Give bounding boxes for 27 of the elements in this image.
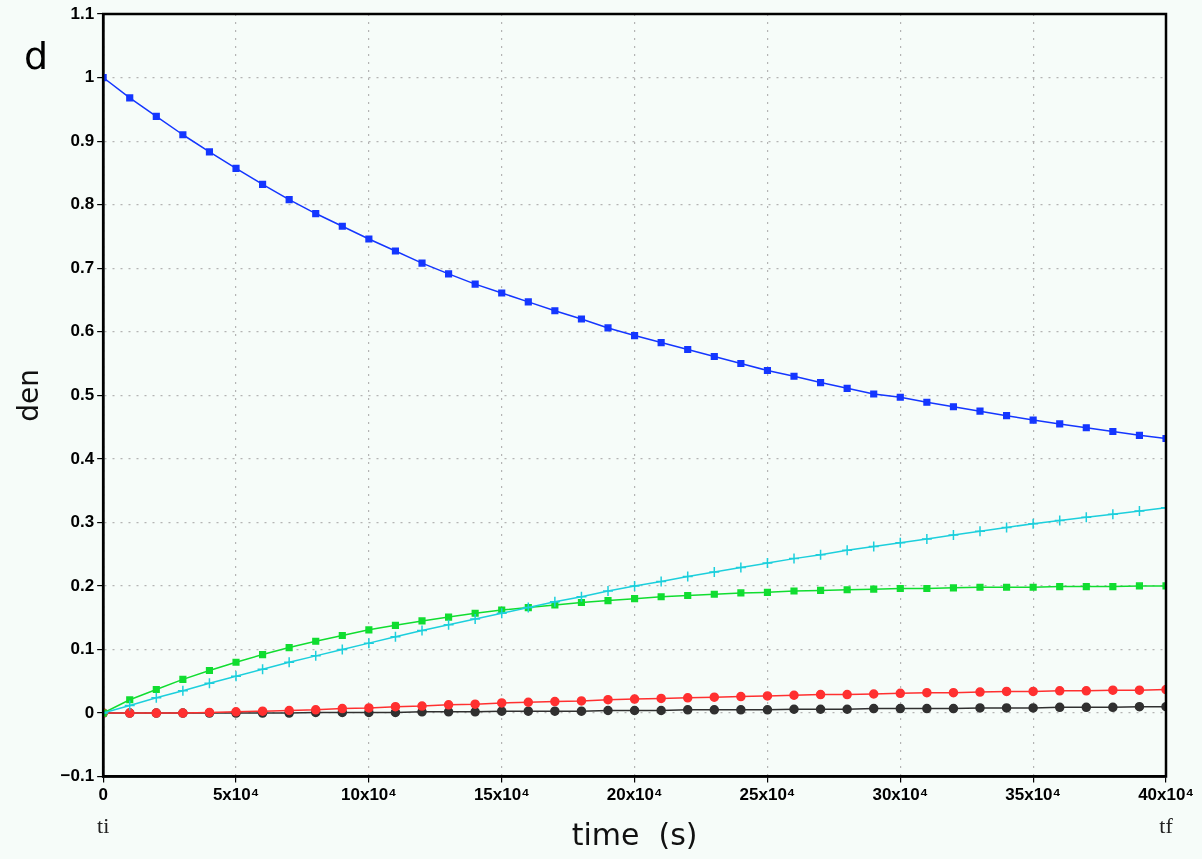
text: d <box>24 33 49 78</box>
y-tick-label: 0.4 <box>70 448 95 468</box>
y-tick-label: 0.3 <box>70 512 95 532</box>
y-tick-label: 0.1 <box>70 639 95 659</box>
x-tick-label: 30x10⁴ <box>872 785 929 805</box>
y-tick-label: 0.6 <box>70 321 95 341</box>
y-tick-label: 0 <box>84 702 95 722</box>
x-tick-label: 10x10⁴ <box>341 785 397 805</box>
y-tick-label: 0.9 <box>70 130 95 150</box>
x-axis-title: time (s) <box>571 816 698 852</box>
x-tick-label: 0 <box>98 785 108 805</box>
y-axis-title: den <box>12 368 46 422</box>
x-tick-label: 35x10⁴ <box>1005 785 1061 805</box>
y-tick-label: 0.8 <box>70 194 95 214</box>
y-tick-label: −0.1 <box>60 766 95 786</box>
text: ti <box>97 813 110 839</box>
y-tick-label: 0.2 <box>70 575 95 595</box>
y-tick-label: 1 <box>84 67 95 87</box>
y-tick-label: 0.5 <box>70 384 95 404</box>
x-tick-label: 40x10⁴ <box>1138 785 1194 805</box>
y-tick-label: 1.1 <box>70 3 95 23</box>
y-tick-label: 0.7 <box>70 257 95 277</box>
x-tick-label: 20x10⁴ <box>606 785 663 805</box>
x-tick-label: 15x10⁴ <box>473 785 530 805</box>
x-tick-label: 25x10⁴ <box>739 785 796 805</box>
x-tick-label: 5x10⁴ <box>212 785 260 805</box>
text: tf <box>1159 813 1174 839</box>
